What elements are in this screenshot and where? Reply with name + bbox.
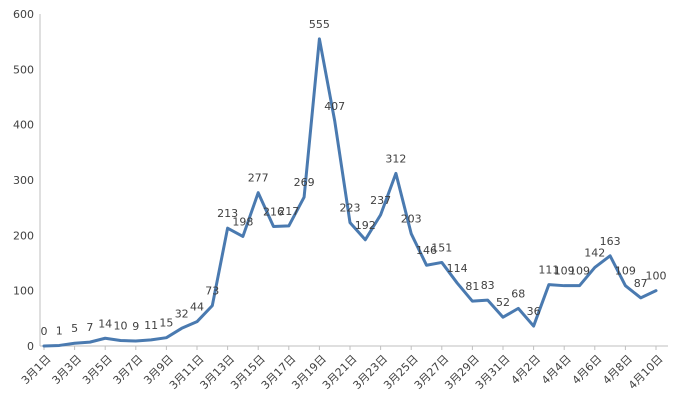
x-tick-label: 4月10日 xyxy=(626,352,666,392)
data-label: 203 xyxy=(401,213,422,226)
data-label: 555 xyxy=(309,18,330,31)
y-tick-label: 400 xyxy=(13,119,34,132)
data-label: 151 xyxy=(431,241,452,254)
y-tick-label: 0 xyxy=(27,340,34,353)
data-labels: 0 1 5 7 14 10 9 11 15324473213198277216217269555… xyxy=(41,18,667,338)
x-tick-label: 4月4日 xyxy=(539,352,574,387)
data-label: 68 xyxy=(511,287,525,300)
data-label: 83 xyxy=(481,279,495,292)
data-label: 9 xyxy=(132,320,139,333)
data-label: 81 xyxy=(465,280,479,293)
data-label: 87 xyxy=(634,277,648,290)
y-tick-label: 600 xyxy=(13,8,34,21)
data-label: 192 xyxy=(355,219,376,232)
data-label: 15 xyxy=(159,317,173,330)
x-tick-label: 4月6日 xyxy=(570,352,605,387)
data-label: 109 xyxy=(569,265,590,278)
data-label: 5 xyxy=(71,322,78,335)
data-label: 73 xyxy=(205,285,219,298)
data-label: 44 xyxy=(190,301,204,314)
data-label: 114 xyxy=(447,262,468,275)
series-line xyxy=(42,37,658,348)
data-label: 109 xyxy=(615,265,636,278)
y-tick-label: 100 xyxy=(13,285,34,298)
data-label: 198 xyxy=(232,215,253,228)
data-label: 269 xyxy=(294,176,315,189)
y-tick-label: 500 xyxy=(13,63,34,76)
data-label: 11 xyxy=(144,319,158,332)
data-label: 14 xyxy=(98,317,112,330)
data-label: 10 xyxy=(114,319,128,332)
data-label: 142 xyxy=(584,246,605,259)
data-label: 146 xyxy=(416,244,437,257)
data-label: 32 xyxy=(175,307,189,320)
data-label: 407 xyxy=(324,100,345,113)
x-tick-label: 3月31日 xyxy=(473,352,513,392)
data-label: 100 xyxy=(646,270,667,283)
data-label: 36 xyxy=(527,305,541,318)
data-label: 237 xyxy=(370,194,391,207)
y-axis: 0 100 200 300 400 500 600 xyxy=(13,8,41,353)
data-label: 213 xyxy=(217,207,238,220)
data-label: 7 xyxy=(86,321,93,334)
data-label: 216 xyxy=(263,205,284,218)
x-tick-label: 3月5日 xyxy=(80,352,115,387)
x-tick-label: 4月2日 xyxy=(509,352,544,387)
data-label: 277 xyxy=(248,172,269,185)
y-tick-label: 300 xyxy=(13,174,34,187)
data-label: 223 xyxy=(340,202,361,215)
x-tick-label: 3月3日 xyxy=(50,352,85,387)
x-tick-label: 3月1日 xyxy=(19,352,54,387)
series-group xyxy=(42,37,658,348)
data-label: 111 xyxy=(538,264,559,277)
x-tick-label: 3月7日 xyxy=(111,352,146,387)
data-label: 109 xyxy=(554,265,575,278)
x-axis: 3月1日3月3日3月5日3月7日3月9日3月11日3月13日3月15日3月17日… xyxy=(19,345,668,392)
data-label: 163 xyxy=(600,235,621,248)
y-tick-label: 200 xyxy=(13,229,34,242)
data-label: 52 xyxy=(496,296,510,309)
data-label: 312 xyxy=(385,152,406,165)
data-label: 0 xyxy=(41,325,48,338)
data-label: 217 xyxy=(278,205,299,218)
data-label: 1 xyxy=(56,324,63,337)
